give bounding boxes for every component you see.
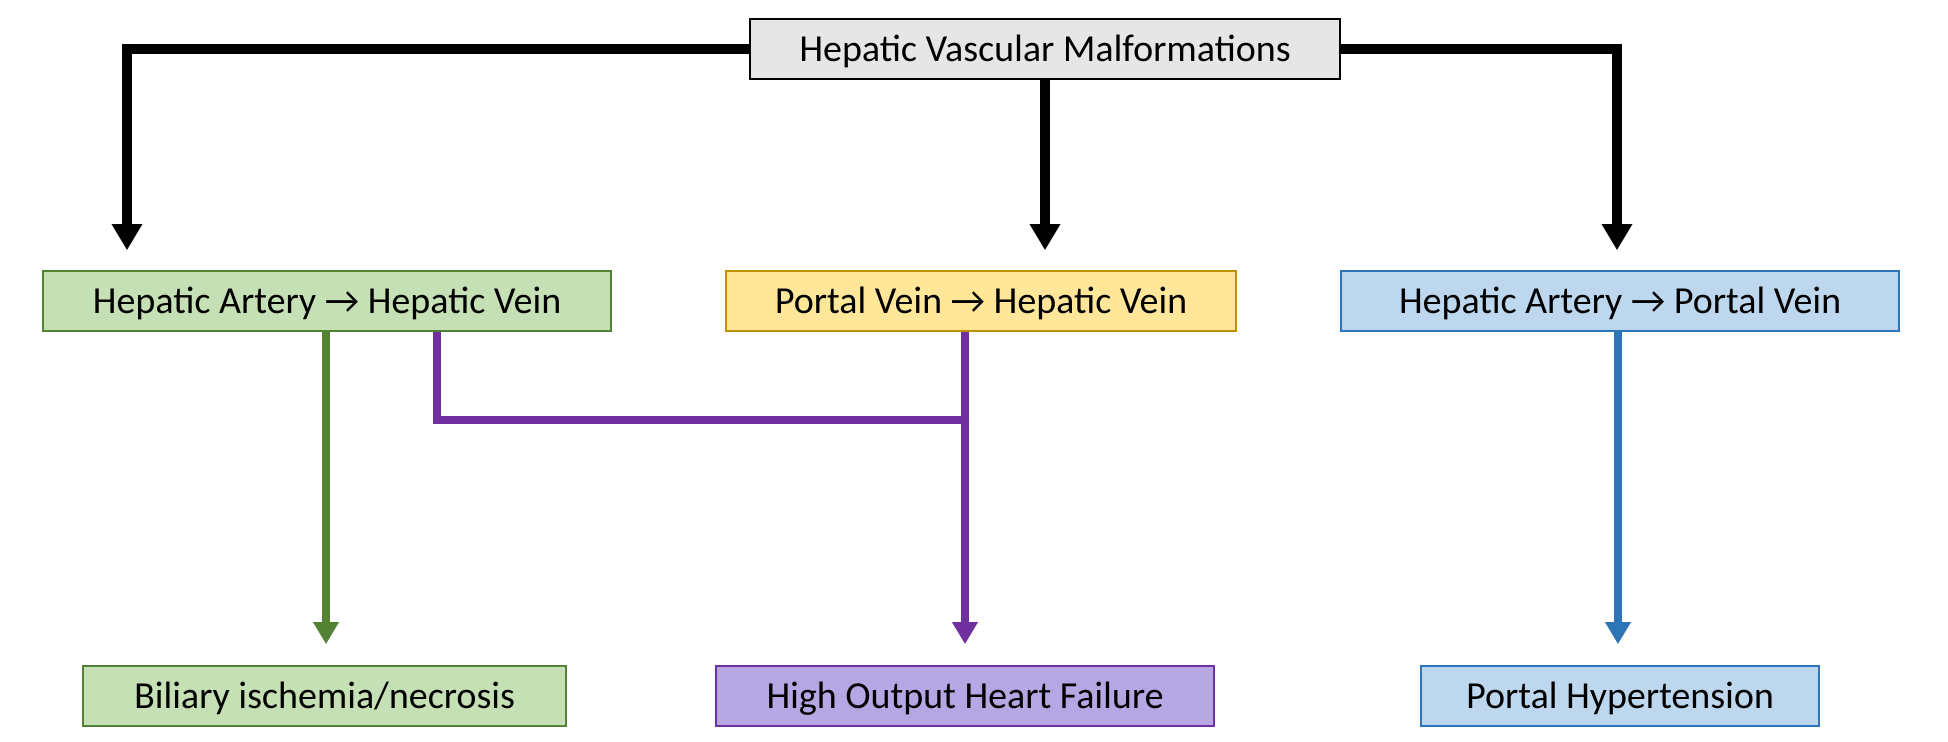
- arrowhead-ha-hv-to-heart: [952, 622, 978, 644]
- arrowhead-ha-hv-to-biliary: [313, 622, 339, 644]
- edge-ha-hv-to-heart: [437, 332, 965, 624]
- flowchart-stage: Hepatic Vascular Malformations Hepatic A…: [0, 0, 1948, 742]
- node-ha-pv: Hepatic Artery → Portal Vein: [1340, 270, 1900, 332]
- arrowhead-ha-pv-to-portal: [1605, 622, 1631, 644]
- node-portal: Portal Hypertension: [1420, 665, 1820, 727]
- node-heart-label: High Output Heart Failure: [767, 673, 1164, 719]
- node-pv-hv-label: Portal Vein → Hepatic Vein: [775, 278, 1187, 324]
- node-ha-hv: Hepatic Artery → Hepatic Vein: [42, 270, 612, 332]
- node-portal-label: Portal Hypertension: [1466, 673, 1774, 719]
- node-biliary: Biliary ischemia/necrosis: [82, 665, 567, 727]
- arrowhead-root-to-left: [111, 224, 142, 250]
- node-ha-pv-label: Hepatic Artery → Portal Vein: [1399, 278, 1841, 324]
- node-heart: High Output Heart Failure: [715, 665, 1215, 727]
- edge-root-to-left: [127, 49, 749, 227]
- node-root-label: Hepatic Vascular Malformations: [799, 26, 1290, 72]
- edge-root-to-right: [1341, 49, 1617, 227]
- node-pv-hv: Portal Vein → Hepatic Vein: [725, 270, 1237, 332]
- arrowhead-root-to-mid: [1029, 224, 1060, 250]
- node-biliary-label: Biliary ischemia/necrosis: [134, 673, 515, 719]
- node-root: Hepatic Vascular Malformations: [749, 18, 1341, 80]
- edge-layer: [0, 0, 1948, 742]
- arrowhead-root-to-right: [1601, 224, 1632, 250]
- node-ha-hv-label: Hepatic Artery → Hepatic Vein: [93, 278, 561, 324]
